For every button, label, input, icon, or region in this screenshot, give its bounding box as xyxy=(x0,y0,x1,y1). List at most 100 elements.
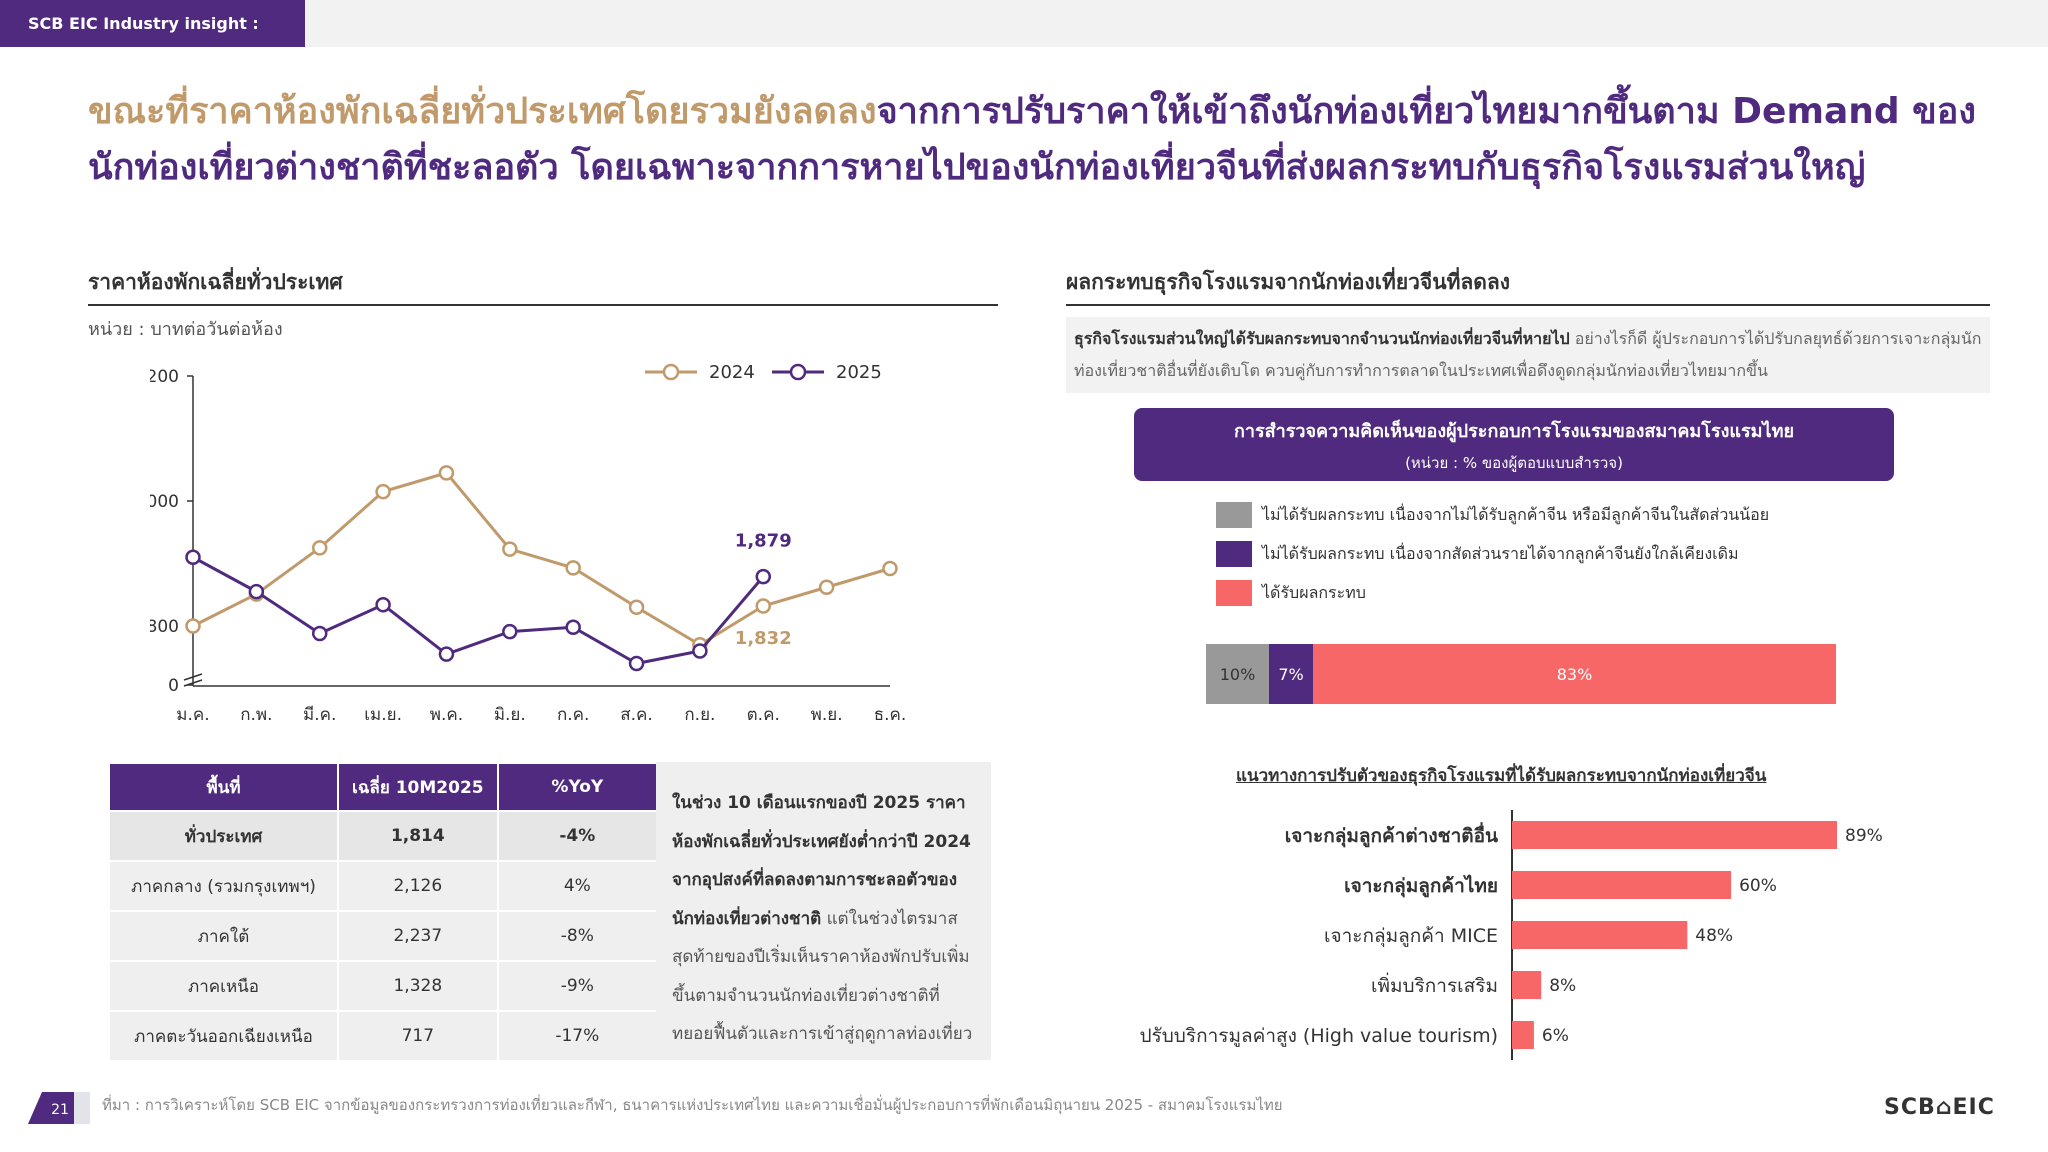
legend-label: 2024 xyxy=(709,362,755,383)
cell-avg: 2,237 xyxy=(339,912,497,960)
cell-avg: 717 xyxy=(339,1012,497,1060)
adaptation-bar-chart: เจาะกลุ่มลูกค้าต่างชาติอื่น 89% เจาะกลุ่มล… xyxy=(1139,810,1883,1060)
legend-item-2024: 2024 xyxy=(645,362,755,383)
data-point-2025 xyxy=(438,646,455,662)
source-note: ที่มา : การวิเคราะห์โดย SCB EIC จากข้อมู… xyxy=(102,1096,1283,1114)
legend-swatch xyxy=(1216,541,1252,567)
data-point-2025 xyxy=(628,655,645,672)
data-point-2024 xyxy=(502,541,518,557)
scb-eic-logo: SCB⌂EIC xyxy=(1884,1095,1995,1120)
series-line-2025 xyxy=(192,555,765,666)
x-tick-label: ก.ค. xyxy=(557,705,589,725)
survey-unit: (หน่วย : % ของผู้ตอบแบบสำรวจ) xyxy=(1405,454,1623,472)
data-point-2025 xyxy=(755,568,772,585)
col-header-yoy: %YoY xyxy=(498,764,656,810)
impact-stacked-bar: 10% 7% 83% xyxy=(1206,644,1836,704)
adaptation-bar xyxy=(1512,1021,1534,1049)
adaptation-bar xyxy=(1512,921,1688,949)
data-point-2025 xyxy=(375,597,391,613)
cell-area: ทั่วประเทศ xyxy=(110,812,338,860)
legend-label: ไม่ได้รับผลกระทบ เนื่องจากสัดส่วนรายได้จ… xyxy=(1262,543,1739,563)
top-bar xyxy=(0,0,2048,47)
commentary-bold: ในช่วง 10 เดือนแรกของปี 2025 ราคาห้องพัก… xyxy=(672,793,971,929)
x-tick-label: ก.ย. xyxy=(684,705,715,725)
stack-segment: 83% xyxy=(1313,644,1836,704)
x-tick-label: เม.ย. xyxy=(364,705,402,725)
x-tick-label: ส.ค. xyxy=(620,705,653,725)
stack-legend-item: ไม่ได้รับผลกระทบ เนื่องจากไม่ได้รับลูกค้… xyxy=(1216,501,1769,529)
data-point-2024 xyxy=(628,599,645,615)
x-tick-label: มี.ค. xyxy=(303,705,336,725)
data-point-2025 xyxy=(502,623,518,640)
headline-rest: จากการปรับราคาให้เข้าถึงนักท่องเที่ยวไทย… xyxy=(88,91,1976,188)
cell-avg: 2,126 xyxy=(339,862,497,910)
annotation-2025: 1,879 xyxy=(735,531,792,552)
cell-yoy: 4% xyxy=(498,862,656,910)
data-point-2025 xyxy=(565,619,581,635)
y-tick-label: 0 xyxy=(168,676,179,696)
headline-highlight: ขณะที่ราคาห้องพักเฉลี่ยทั่วประเทศโดยรวมย… xyxy=(88,91,877,132)
table-row: ภาคใต้ 2,237 -8% xyxy=(110,912,656,960)
legend-label: 2025 xyxy=(836,362,882,383)
y-tick-label: 2,200 xyxy=(150,367,179,387)
x-tick-label: ก.พ. xyxy=(240,705,272,725)
cell-yoy: -4% xyxy=(498,812,656,860)
data-point-2024 xyxy=(818,579,835,595)
bar-value-label: 8% xyxy=(1549,976,1576,996)
table-row: ภาคเหนือ 1,328 -9% xyxy=(110,962,656,1010)
adaptation-bar xyxy=(1512,971,1542,999)
adaptation-bar xyxy=(1512,871,1732,899)
cell-yoy: -8% xyxy=(498,912,656,960)
cell-yoy: -17% xyxy=(498,1012,656,1060)
x-tick-label: ธ.ค. xyxy=(874,705,907,725)
x-tick-label: ต.ค. xyxy=(747,705,780,725)
series-line-2024 xyxy=(192,471,891,647)
commentary-rest: แต่ในช่วงไตรมาสสุดท้ายของปีเริ่มเห็นราคา… xyxy=(672,908,973,1045)
table-row: ทั่วประเทศ 1,814 -4% xyxy=(110,812,656,860)
data-point-2024 xyxy=(882,560,898,577)
left-section-rule xyxy=(88,304,998,306)
cell-avg: 1,328 xyxy=(339,962,497,1010)
cell-area: ภาคใต้ xyxy=(110,912,338,960)
cell-area: ภาคกลาง (รวมกรุงเทพฯ) xyxy=(110,862,338,910)
data-point-2025 xyxy=(311,625,328,642)
data-point-2024 xyxy=(438,465,455,481)
legend-label: ได้รับผลกระทบ xyxy=(1262,582,1366,602)
category-label: เพิ่มบริการเสริม xyxy=(1371,972,1498,997)
data-point-2025 xyxy=(248,583,265,600)
stack-segment: 7% xyxy=(1269,644,1314,704)
survey-title: การสำรวจความคิดเห็นของผู้ประกอบการโรงแรม… xyxy=(1233,421,1795,442)
cell-avg: 1,814 xyxy=(339,812,497,860)
bar-value-label: 48% xyxy=(1695,926,1733,946)
data-point-2025 xyxy=(185,549,201,565)
cell-area: ภาคตะวันออกเฉียงเหนือ xyxy=(110,1012,338,1060)
x-tick-label: พ.ย. xyxy=(811,705,843,725)
data-point-2024 xyxy=(311,540,328,556)
left-section-title: ราคาห้องพักเฉลี่ยทั่วประเทศ xyxy=(88,270,343,294)
annotation-2024: 1,832 xyxy=(735,628,792,649)
price-unit: หน่วย : บาทต่อวันต่อห้อง xyxy=(88,319,283,340)
legend-swatch xyxy=(1216,502,1252,528)
cell-area: ภาคเหนือ xyxy=(110,962,338,1010)
legend-swatch xyxy=(1216,580,1252,606)
category-label: เจาะกลุ่มลูกค้าไทย xyxy=(1344,874,1498,898)
adaptation-title: แนวทางการปรับตัวของธุรกิจโรงแรมที่ได้รับ… xyxy=(1236,766,1767,786)
survey-header: การสำรวจความคิดเห็นของผู้ประกอบการโรงแรม… xyxy=(1134,408,1894,481)
summary-bold: ธุรกิจโรงแรมส่วนใหญ่ได้รับผลกระทบจากจำนว… xyxy=(1074,329,1570,348)
page-number: 21 xyxy=(51,1102,69,1118)
data-point-2025 xyxy=(692,643,708,659)
bar-value-label: 60% xyxy=(1739,876,1777,896)
category-label: ปรับบริการมูลค่าสูง (High value tourism) xyxy=(1139,1025,1498,1047)
bar-value-label: 6% xyxy=(1542,1026,1569,1046)
page-number-badge: 21 xyxy=(28,1092,90,1124)
y-tick-label: 1,800 xyxy=(150,617,179,637)
table-header-row: พื้นที่ เฉลี่ย 10M2025 %YoY xyxy=(110,764,656,810)
legend-item-2025: 2025 xyxy=(772,362,882,383)
cell-yoy: -9% xyxy=(498,962,656,1010)
data-point-2024 xyxy=(755,598,772,614)
col-header-area: พื้นที่ xyxy=(110,764,338,810)
x-tick-label: ม.ค. xyxy=(176,705,209,725)
summary-rest: อย่างไรก็ดี ผู้ประกอบการได้ปรับกลยุทธ์ด้… xyxy=(1074,329,1982,380)
legend-label: ไม่ได้รับผลกระทบ เนื่องจากไม่ได้รับลูกค้… xyxy=(1262,504,1770,524)
report-tag: SCB EIC Industry insight : Hotel xyxy=(0,0,305,80)
